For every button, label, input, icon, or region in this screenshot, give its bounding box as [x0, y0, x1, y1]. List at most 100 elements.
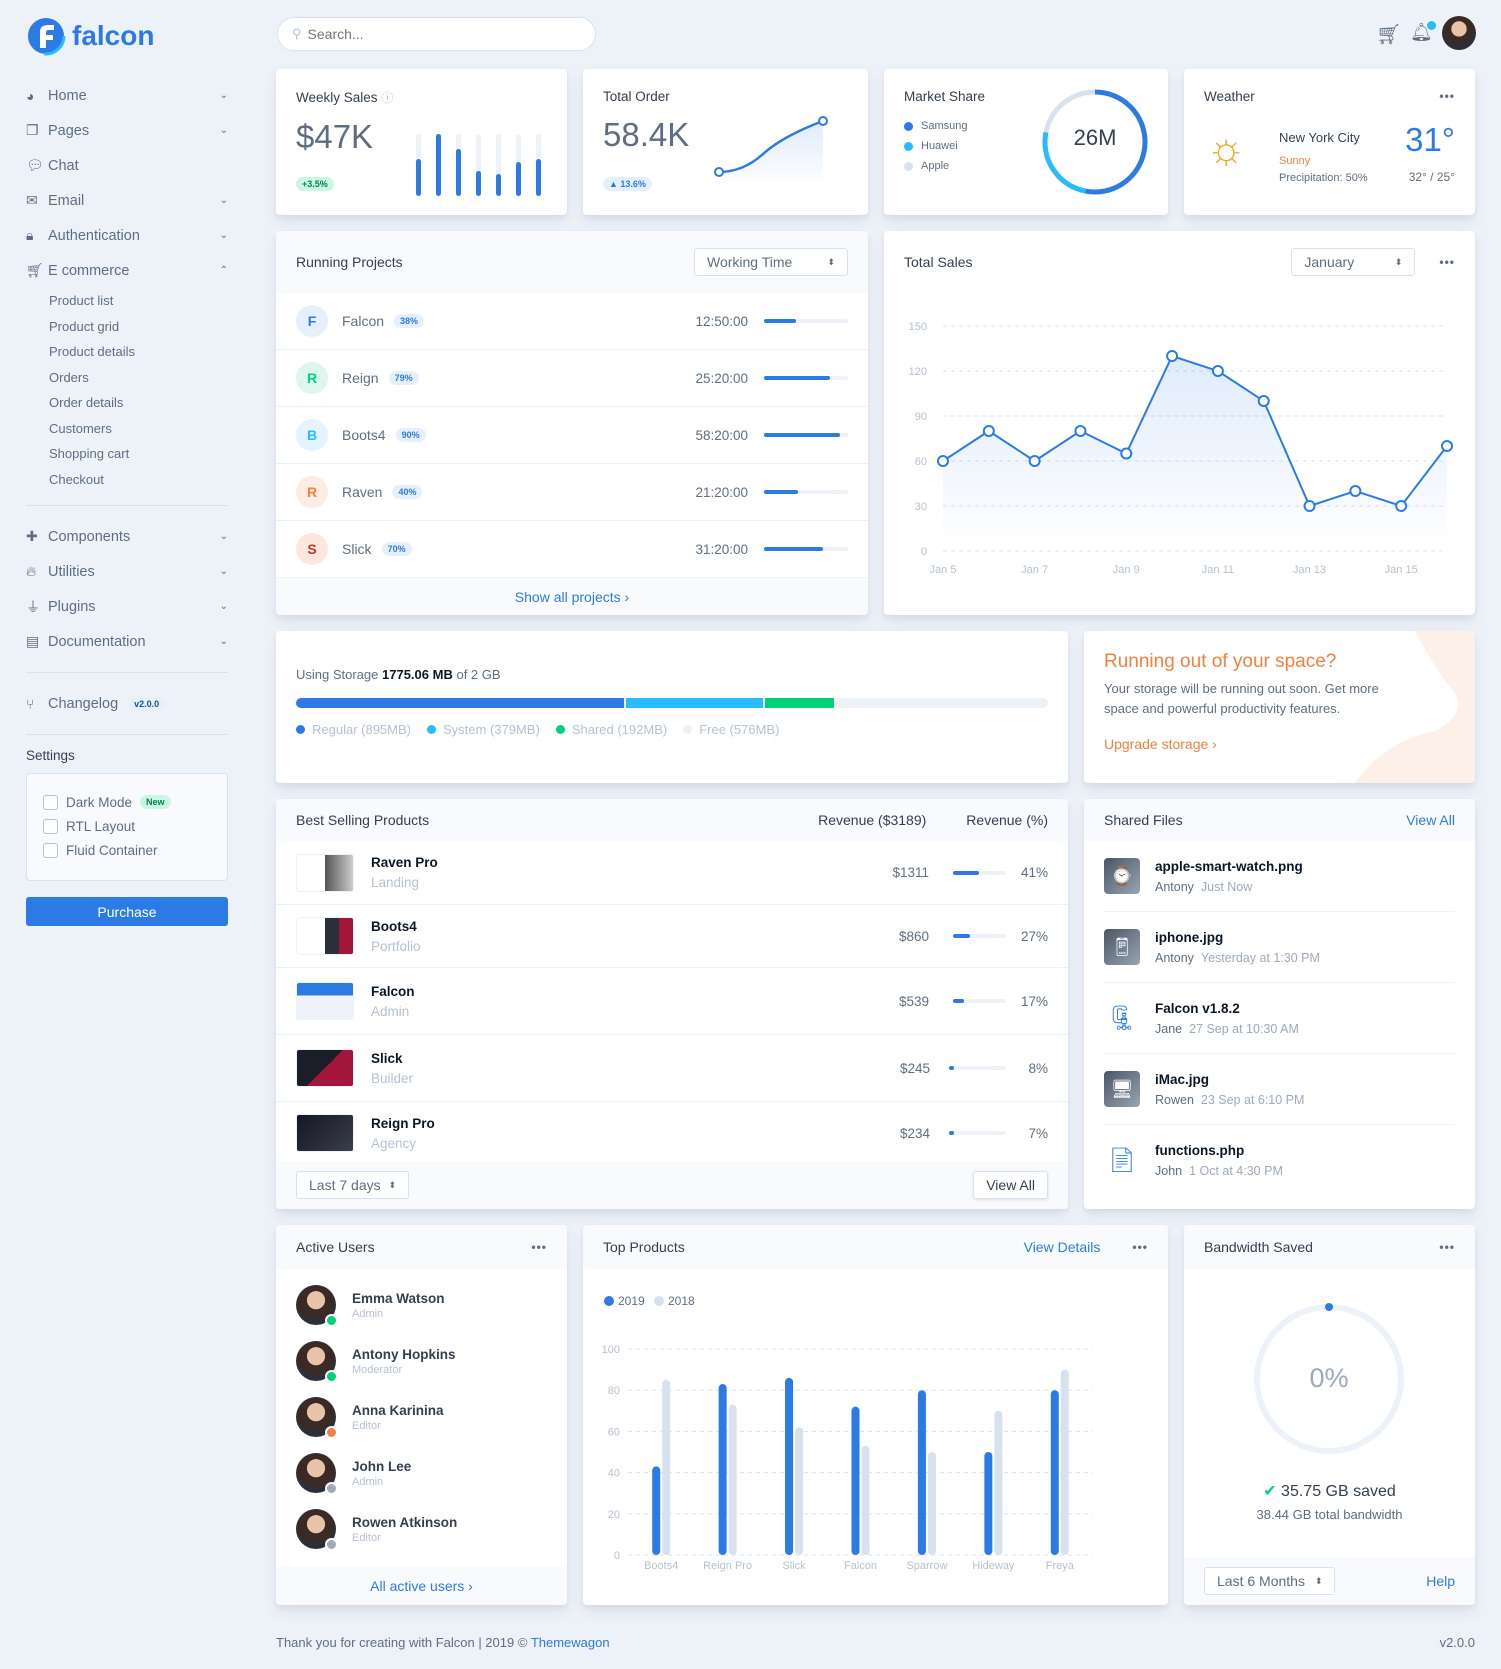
- upgrade-storage-link[interactable]: Upgrade storage ›: [1104, 736, 1217, 753]
- more-icon[interactable]: •••: [1439, 1240, 1455, 1254]
- bar-2019-boots4[interactable]: [652, 1466, 661, 1555]
- sidebar-item-chat[interactable]: 💬︎ Chat: [26, 148, 228, 183]
- project-row[interactable]: S Slick 70% 31:20:00: [276, 521, 868, 578]
- bar-2018-reign-pro[interactable]: [728, 1404, 737, 1555]
- search-box[interactable]: ⚲: [277, 17, 596, 51]
- file-row[interactable]: 📄︎ functions.php John 1 Oct at 4:30 PM: [1104, 1125, 1455, 1196]
- data-point[interactable]: [1120, 447, 1133, 460]
- file-row[interactable]: ⌚ apple-smart-watch.png Antony Just Now: [1104, 841, 1455, 912]
- user-row[interactable]: Emma Watson Admin: [276, 1277, 567, 1333]
- view-all-button[interactable]: View All: [973, 1171, 1048, 1199]
- sidebar-subitem-checkout[interactable]: Checkout: [49, 471, 104, 487]
- project-row[interactable]: R Reign 79% 25:20:00: [276, 350, 868, 407]
- sidebar-item-utilities[interactable]: 🔥︎ Utilities ⌄: [26, 554, 228, 589]
- data-point[interactable]: [1028, 455, 1041, 467]
- project-row[interactable]: F Falcon 38% 12:50:00: [276, 293, 868, 350]
- fluid-container-checkbox[interactable]: Fluid Container: [43, 838, 211, 862]
- view-details-link[interactable]: View Details: [1023, 1239, 1101, 1255]
- more-icon[interactable]: •••: [1439, 89, 1455, 103]
- bar-2019-hideway[interactable]: [984, 1452, 993, 1555]
- sidebar-item-email[interactable]: ✉ Email ⌄: [26, 183, 228, 218]
- project-avatar: R: [296, 476, 328, 508]
- user-row[interactable]: Anna Karinina Editor: [276, 1389, 567, 1445]
- sidebar-item-pages[interactable]: ❐ Pages ⌄: [26, 113, 228, 148]
- sidebar-subitem-product-grid[interactable]: Product grid: [49, 318, 120, 334]
- sidebar-subitem-product-list[interactable]: Product list: [49, 293, 114, 309]
- sidebar-item-authentication[interactable]: 🔒︎ Authentication ⌄: [26, 218, 228, 253]
- file-row[interactable]: 📱︎ iphone.jpg Antony Yesterday at 1:30 PM: [1104, 912, 1455, 983]
- bar-2019-falcon[interactable]: [851, 1406, 860, 1555]
- dark-mode-checkbox[interactable]: Dark Mode New: [43, 790, 211, 814]
- user-avatar[interactable]: [1442, 16, 1476, 50]
- bell-icon[interactable]: 🔔︎: [1410, 21, 1436, 43]
- data-point[interactable]: [1166, 350, 1179, 362]
- period-select[interactable]: Last 6 Months ⬍: [1204, 1567, 1336, 1595]
- sidebar-item-plugins[interactable]: ⏚ Plugins ⌄: [26, 589, 228, 624]
- search-input[interactable]: [307, 26, 568, 42]
- project-row[interactable]: R Raven 40% 21:20:00: [276, 464, 868, 521]
- bar-2019-slick[interactable]: [785, 1377, 794, 1555]
- checkbox[interactable]: [43, 818, 58, 834]
- working-time-select[interactable]: Working Time ⬍: [694, 248, 848, 276]
- data-point[interactable]: [1303, 500, 1316, 512]
- themewagon-link[interactable]: Themewagon: [530, 1635, 610, 1650]
- more-icon[interactable]: •••: [531, 1240, 547, 1254]
- all-active-users-link[interactable]: All active users ›: [276, 1567, 567, 1605]
- data-point[interactable]: [1441, 440, 1453, 452]
- help-link[interactable]: Help: [1426, 1573, 1455, 1589]
- file-row[interactable]: 🖥︎ iMac.jpg Rowen 23 Sep at 6:10 PM: [1104, 1054, 1455, 1125]
- product-row[interactable]: Boots4 Portfolio $860 27%: [276, 905, 1068, 968]
- bar-2018-falcon[interactable]: [861, 1445, 870, 1555]
- user-row[interactable]: Rowen Atkinson Editor: [276, 1501, 567, 1557]
- project-row[interactable]: B Boots4 90% 58:20:00: [276, 407, 868, 464]
- sidebar-subitem-product-details[interactable]: Product details: [49, 344, 135, 360]
- data-point[interactable]: [1074, 425, 1087, 437]
- bar-2018-boots4[interactable]: [662, 1379, 671, 1555]
- checkbox[interactable]: [43, 794, 58, 810]
- more-icon[interactable]: •••: [1439, 255, 1455, 269]
- bar-2019-sparrow[interactable]: [917, 1390, 926, 1555]
- sidebar-subitem-shopping-cart[interactable]: Shopping cart: [49, 446, 130, 462]
- rtl-layout-checkbox[interactable]: RTL Layout: [43, 814, 211, 838]
- bar-2018-hideway[interactable]: [994, 1410, 1003, 1555]
- sidebar-subitem-order-details[interactable]: Order details: [49, 395, 124, 411]
- sidebar-item-changelog[interactable]: ⑂ Changelog v2.0.0: [26, 686, 228, 721]
- month-select[interactable]: January ⬍: [1291, 248, 1416, 276]
- user-row[interactable]: John Lee Admin: [276, 1445, 567, 1501]
- bar-2018-slick[interactable]: [795, 1427, 804, 1555]
- y-tick-label: 80: [608, 1385, 620, 1397]
- data-point[interactable]: [1257, 395, 1270, 407]
- purchase-button[interactable]: Purchase: [26, 897, 228, 926]
- bar-2018-freya[interactable]: [1060, 1369, 1069, 1555]
- sidebar-item-components[interactable]: ✚ Components ⌄: [26, 519, 228, 554]
- help-icon[interactable]: ⓘ: [381, 91, 394, 105]
- product-row[interactable]: Slick Builder $245 8%: [276, 1035, 1068, 1102]
- data-point[interactable]: [937, 455, 949, 467]
- sidebar-item-ecommerce[interactable]: 🛒︎ E commerce ⌃: [26, 253, 228, 288]
- sidebar-item-documentation[interactable]: ▤ Documentation ⌄: [26, 624, 228, 659]
- period-select[interactable]: Last 7 days ⬍: [296, 1171, 410, 1199]
- product-row[interactable]: Raven Pro Landing $1311 41%: [276, 841, 1068, 905]
- product-row[interactable]: Falcon Admin $539 17%: [276, 968, 1068, 1035]
- data-point[interactable]: [982, 425, 995, 437]
- bar-2019-reign-pro[interactable]: [718, 1384, 727, 1555]
- sidebar-subitem-orders[interactable]: Orders: [49, 369, 89, 385]
- file-row[interactable]: 🗜︎ Falcon v1.8.2 Jane 27 Sep at 10:30 AM: [1104, 983, 1455, 1054]
- bar-2019-freya[interactable]: [1050, 1390, 1059, 1555]
- checkbox[interactable]: [43, 842, 58, 858]
- cart-icon[interactable]: 🛒︎: [1376, 24, 1402, 46]
- more-icon[interactable]: •••: [1132, 1240, 1148, 1254]
- product-row[interactable]: Reign Pro Agency $234 7%: [276, 1102, 1068, 1165]
- logo[interactable]: falcon: [26, 16, 154, 56]
- bar-2018-sparrow[interactable]: [927, 1452, 936, 1555]
- user-row[interactable]: Antony Hopkins Moderator: [276, 1333, 567, 1389]
- project-avatar: R: [296, 362, 328, 394]
- show-all-projects-link[interactable]: Show all projects ›: [276, 578, 868, 615]
- data-point[interactable]: [1349, 485, 1362, 497]
- sidebar-subitem-customers[interactable]: Customers: [49, 420, 112, 436]
- data-point[interactable]: [1395, 500, 1408, 512]
- view-all-link[interactable]: View All: [1406, 812, 1455, 828]
- active-users-card: Active Users ••• Emma Watson Admin Antony H…: [276, 1225, 567, 1605]
- data-point[interactable]: [1211, 365, 1224, 377]
- sidebar-item-home[interactable]: ◕ Home ⌄: [26, 78, 228, 113]
